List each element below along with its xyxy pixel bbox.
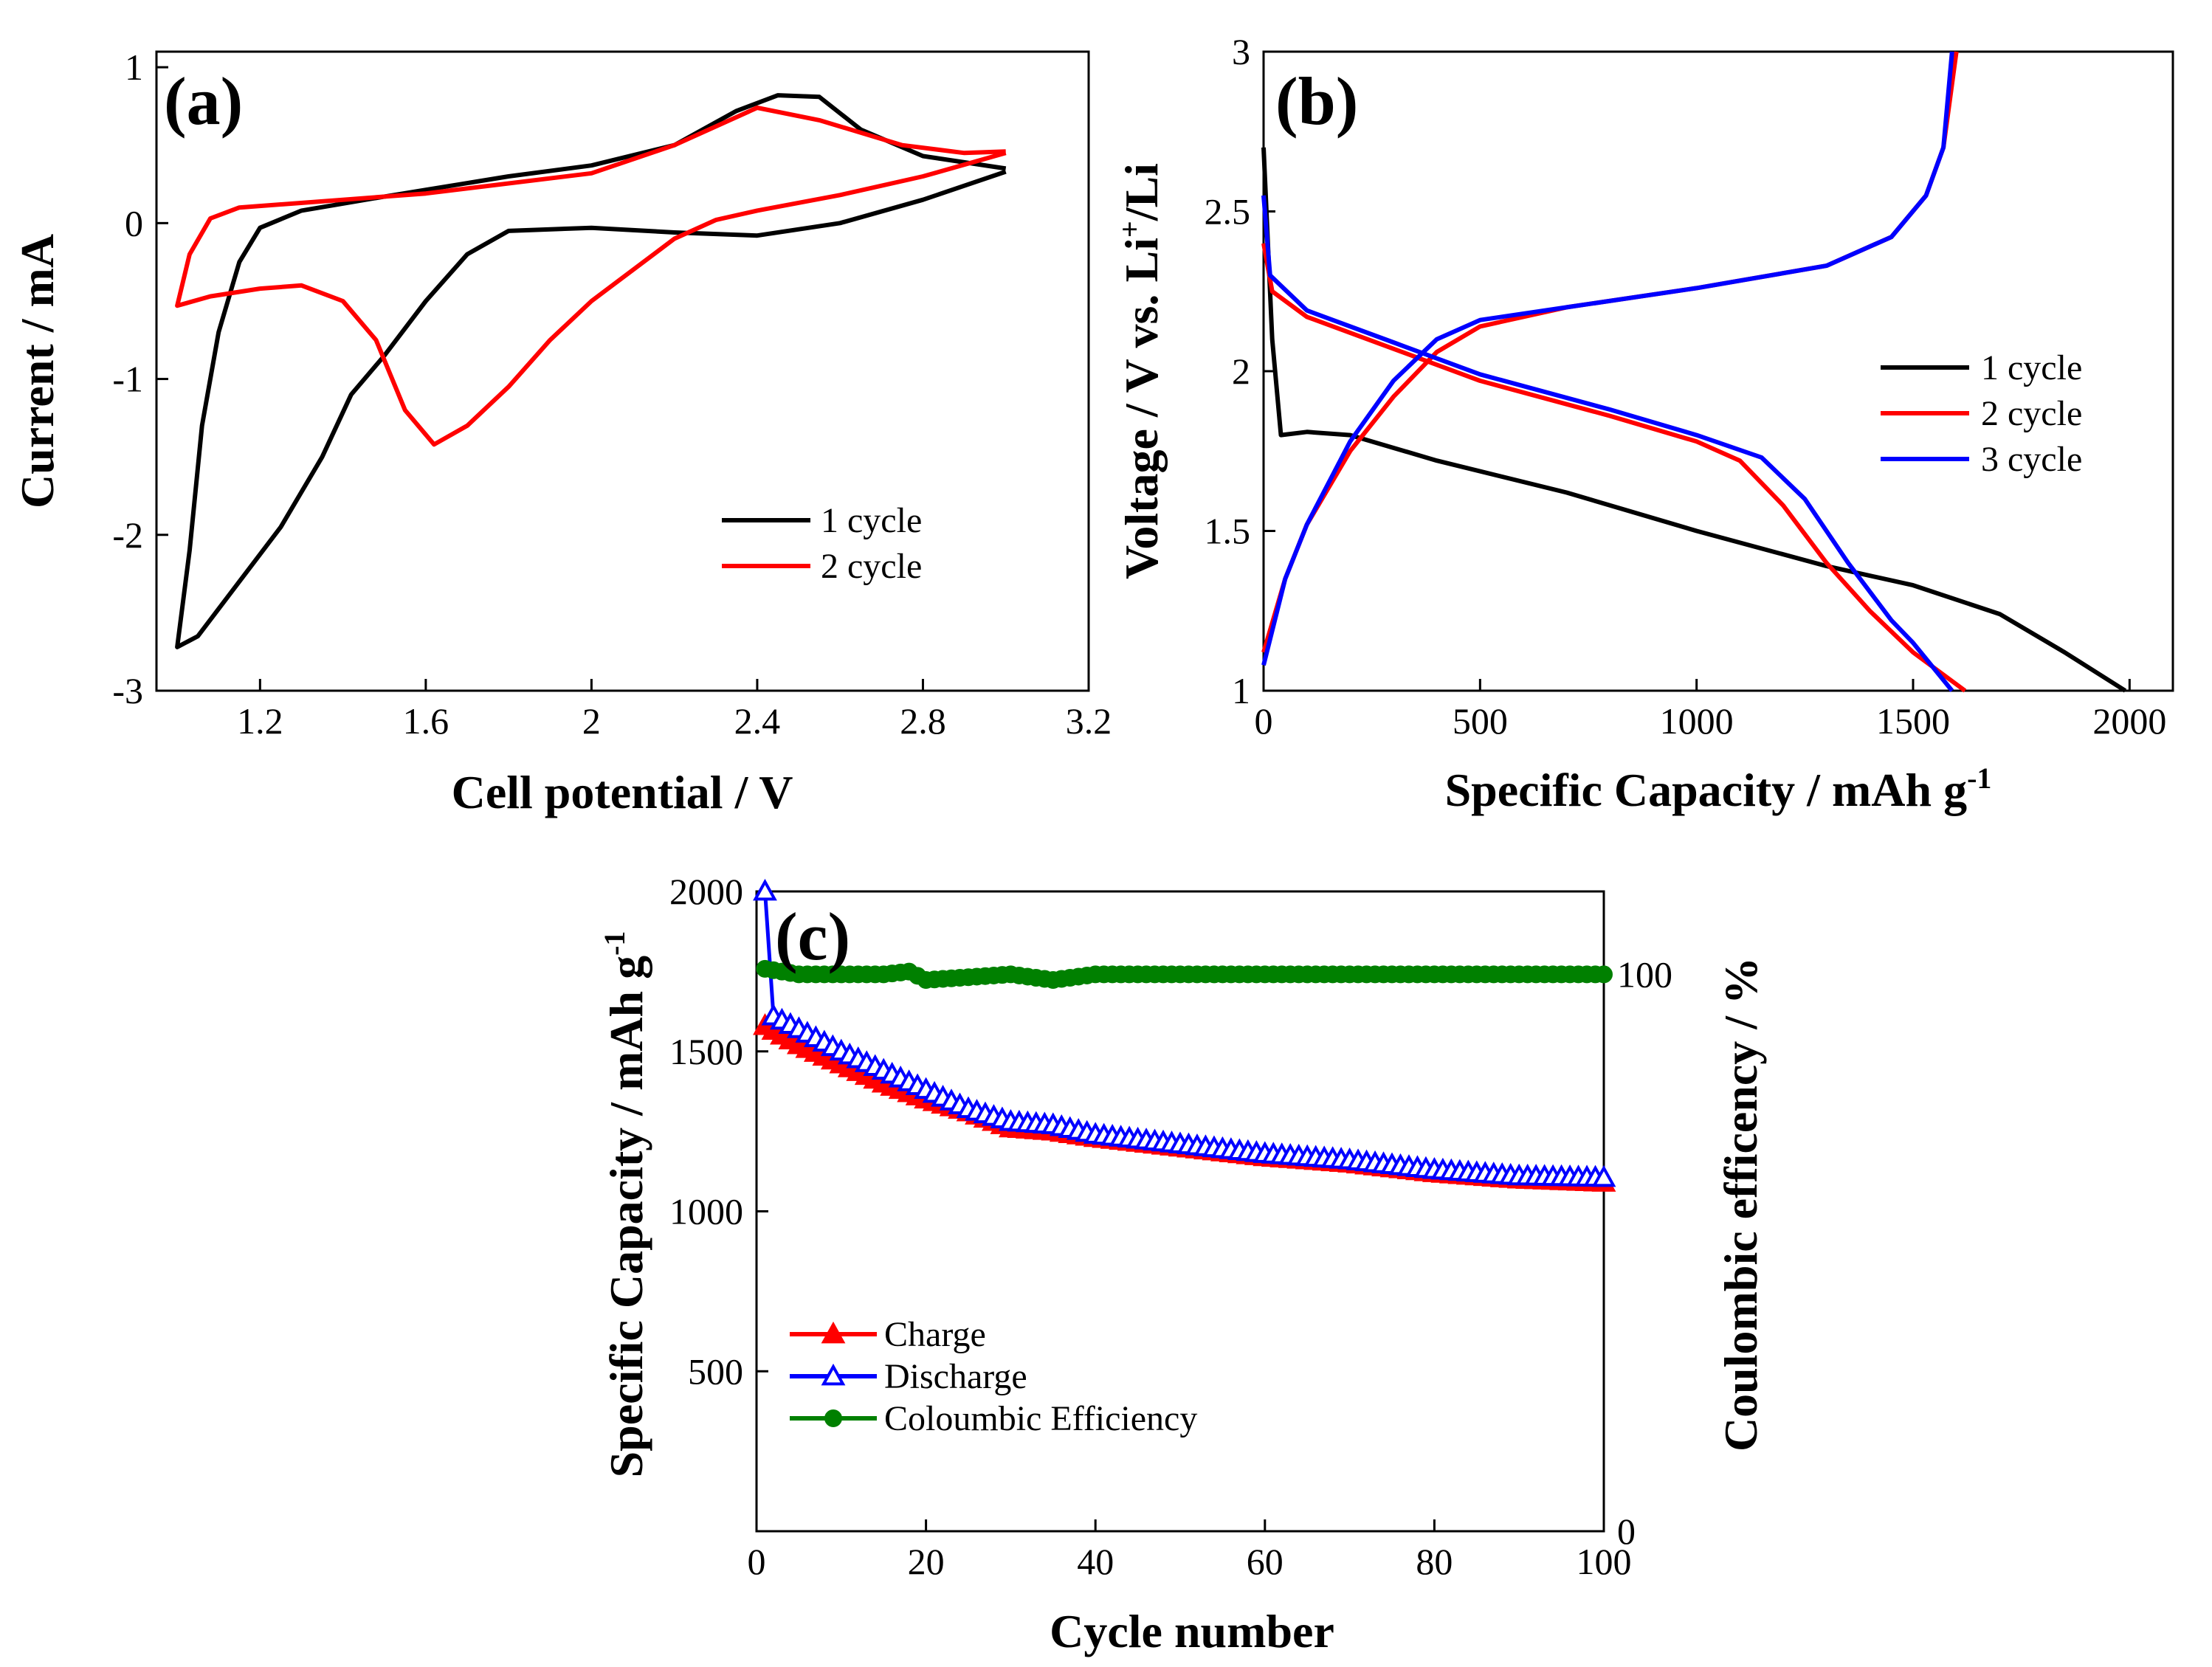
c-ytick-label: 2000 — [669, 871, 743, 912]
c-legend-label-3: Coloumbic Efficiency — [884, 1399, 1197, 1438]
a-plot-frame — [155, 50, 1090, 692]
c-x-axis-label: Cycle number — [1050, 1605, 1334, 1657]
panel-c: 0 20 40 60 80 1005001000150020000100(c)Cycle … — [598, 871, 1767, 1657]
b-x-axis-label: Specific Capacity / mAh g-1 — [1445, 762, 1992, 816]
c-legend-marker-3 — [824, 1409, 842, 1427]
b-panel-label: (b) — [1275, 63, 1358, 139]
b-y-axis-label: Voltage / V vs. Li+/Li — [1113, 163, 1168, 579]
a-xtick-label: 1.6 — [403, 700, 449, 742]
a-y-axis-label: Current / mA — [11, 234, 63, 508]
b-ytick-label: 2 — [1232, 351, 1250, 392]
a-x-axis-label: Cell potential / V — [452, 766, 793, 818]
a-xtick-label: 2.8 — [900, 700, 946, 742]
b-ytick-label: 3 — [1232, 31, 1250, 72]
a-xtick-label: 2.4 — [734, 700, 781, 742]
c-y2tick-label: 0 — [1617, 1511, 1636, 1552]
c-panel-label: (c) — [775, 899, 850, 974]
a-ytick-label: -1 — [112, 359, 143, 400]
b-xtick-label: 1500 — [1876, 700, 1950, 742]
c-marker-3 — [1595, 965, 1613, 984]
c-xtick-label: 80 — [1416, 1541, 1453, 1582]
c-marker-2 — [753, 878, 777, 901]
c-y-axis-label: Specific Capacity / mAh g-1 — [598, 931, 652, 1478]
c-y2-axis-label: Coulombic efficency / % — [1715, 957, 1767, 1452]
c-marker-2 — [1591, 1164, 1616, 1187]
a-xtick-label: 1.2 — [237, 700, 283, 742]
b-legend-label-1: 1 cycle — [1981, 348, 2082, 387]
a-ytick-label: 0 — [125, 202, 143, 244]
a-ytick-label: -2 — [112, 514, 143, 556]
panel-a: 1.2 1.6 2 2.4 2.8 3.2 1 0 -1 -2 -3 (a) Cell potentia… — [11, 46, 1112, 818]
c-ytick-label: 500 — [688, 1350, 743, 1392]
a-xtick-label: 3.2 — [1066, 700, 1112, 742]
b-xtick-label: 2000 — [2092, 700, 2166, 742]
b-series-line-3 — [1261, 51, 1954, 692]
c-legend-marker-1 — [821, 1321, 846, 1344]
c-xtick-label: 20 — [908, 1541, 945, 1582]
b-ytick-label: 1.5 — [1205, 511, 1251, 552]
b-ytick-label: 2.5 — [1205, 191, 1251, 232]
c-y2tick-label: 100 — [1617, 953, 1672, 995]
a-panel-label: (a) — [164, 63, 243, 139]
c-legend-label-1: Charge — [884, 1315, 986, 1354]
c-xtick-label: 0 — [748, 1541, 766, 1582]
b-xtick-label: 500 — [1453, 700, 1508, 742]
b-series-line-1 — [1261, 147, 2127, 693]
a-series-line-2 — [175, 106, 1007, 447]
c-legend-label-2: Discharge — [884, 1357, 1027, 1396]
c-series-line-2 — [763, 891, 1605, 1180]
c-xtick-label: 100 — [1577, 1541, 1632, 1582]
b-xtick-label: 1000 — [1660, 700, 1734, 742]
b-xtick-label: 0 — [1255, 700, 1273, 742]
b-ytick-label: 1 — [1232, 670, 1250, 711]
c-xtick-label: 60 — [1247, 1541, 1284, 1582]
a-legend-label-1: 1 cycle — [821, 501, 922, 540]
c-xtick-label: 40 — [1077, 1541, 1114, 1582]
c-series-line-1 — [764, 1024, 1605, 1184]
panel-b: 0 500 1000 1500 2000 1 1.5 2 2.5 3 (b) Specific Cap… — [1113, 31, 2174, 816]
b-legend-label-2: 2 cycle — [1981, 394, 2082, 433]
a-xtick-label: 2 — [582, 700, 601, 742]
b-series-line-2 — [1261, 51, 1967, 693]
b-legend-label-3: 3 cycle — [1981, 440, 2082, 479]
c-legend-marker-2 — [821, 1363, 846, 1386]
c-ytick-label: 1500 — [669, 1031, 743, 1072]
a-ytick-label: 1 — [125, 46, 143, 88]
a-series-line-1 — [175, 93, 1007, 649]
c-ytick-label: 1000 — [669, 1191, 743, 1232]
a-legend-label-2: 2 cycle — [821, 547, 922, 586]
a-ytick-label: -3 — [112, 670, 143, 711]
